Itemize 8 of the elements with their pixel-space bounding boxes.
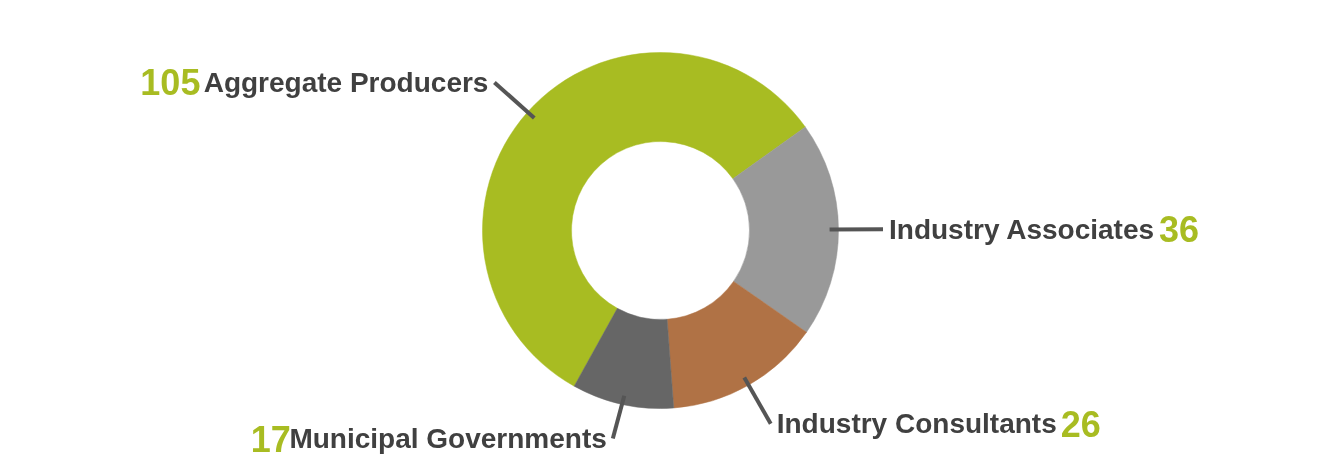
- slice-label: Municipal Governments: [289, 423, 607, 454]
- slice-label: Aggregate Producers: [203, 66, 489, 98]
- data-label: 105: [140, 62, 201, 104]
- slice-label: Industry Associates: [889, 213, 1155, 245]
- data-label: 36: [1159, 209, 1200, 251]
- data-label: 17: [250, 418, 291, 460]
- slice-label: Industry Consultants: [776, 408, 1057, 440]
- data-label: 26: [1060, 403, 1101, 445]
